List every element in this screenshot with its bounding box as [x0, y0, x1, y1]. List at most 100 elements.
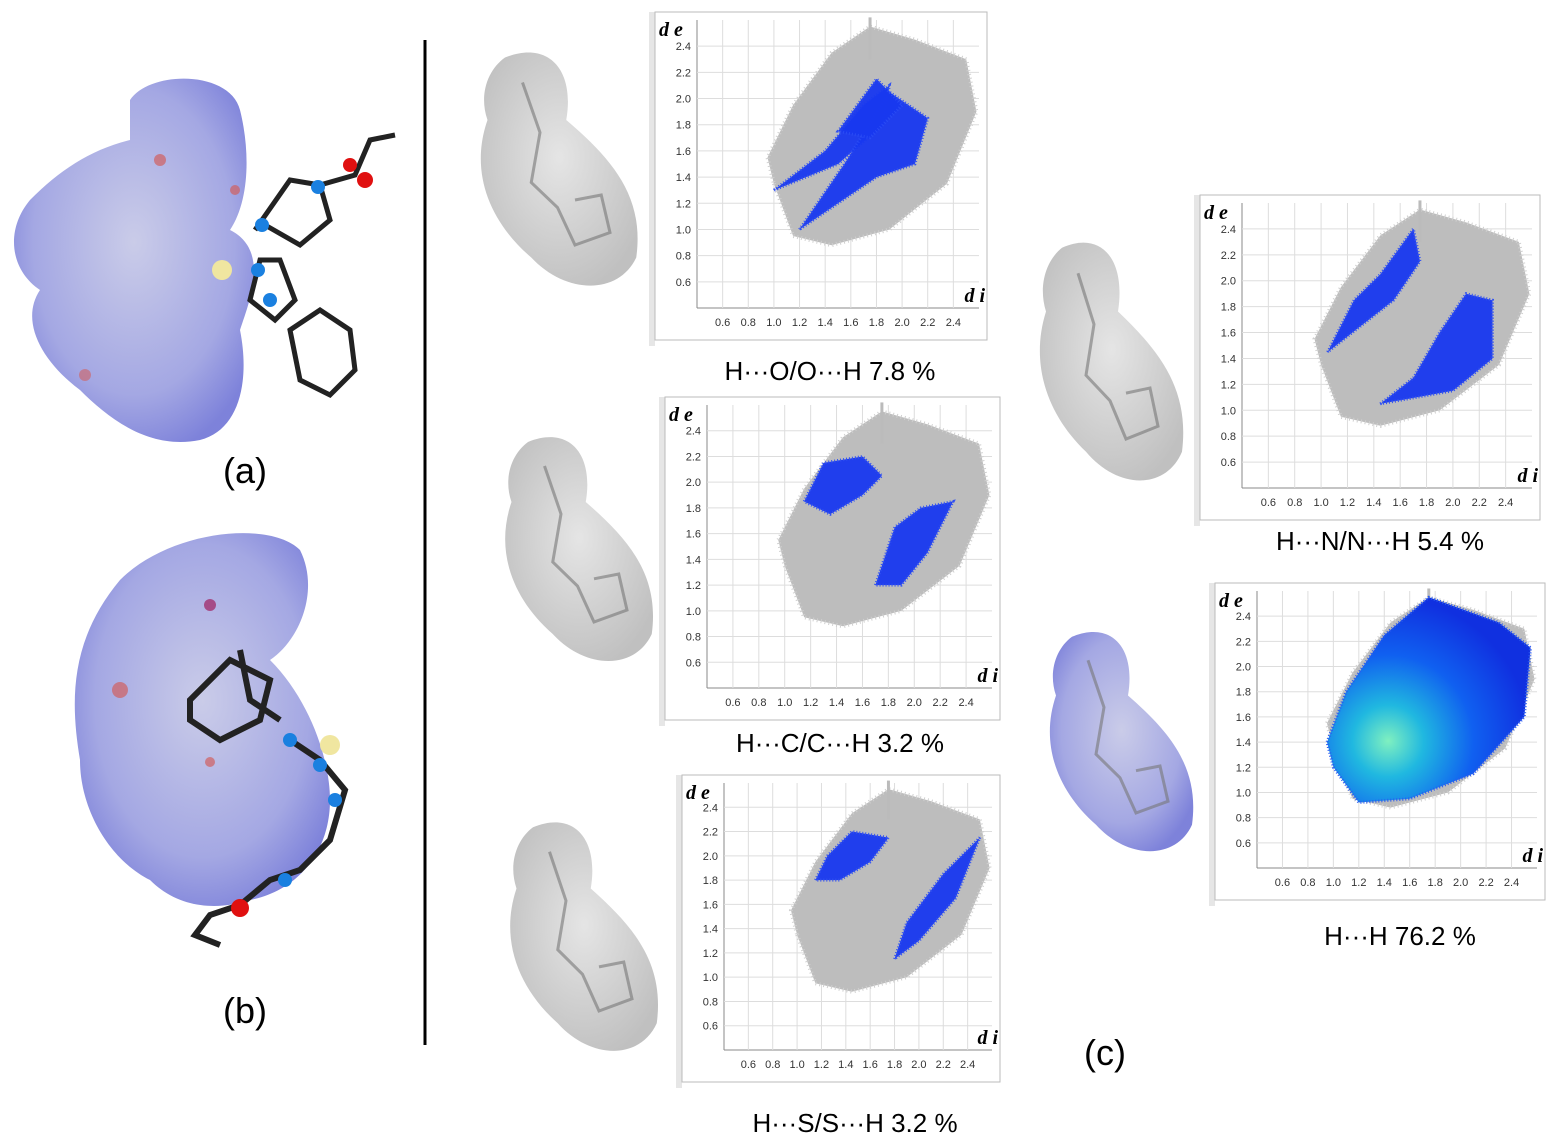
- y-tick-label: 1.0: [703, 972, 718, 984]
- molecule-surface: [1039, 242, 1184, 481]
- blue-cloud: [1326, 225, 1422, 354]
- panel-label: (a): [223, 450, 267, 491]
- blue-cloud: [1379, 291, 1494, 406]
- y-tick-label: 1.2: [1236, 762, 1251, 774]
- y-tick-label: 0.6: [703, 1021, 718, 1033]
- x-tick-label: 1.4: [829, 697, 844, 709]
- y-tick-label: 2.4: [676, 41, 691, 53]
- molecule-skeleton: [548, 851, 634, 1013]
- y-tick-label: 1.8: [1221, 302, 1236, 314]
- x-tick-label: 1.4: [1377, 877, 1392, 889]
- y-tick-label: 0.8: [1221, 431, 1236, 443]
- x-tick-label: 2.0: [911, 1059, 926, 1071]
- x-tick-label: 1.8: [1428, 877, 1443, 889]
- x-tick-label: 1.6: [863, 1059, 878, 1071]
- y-tick-label: 2.0: [686, 477, 701, 489]
- y-tick-label: 2.2: [676, 67, 691, 79]
- y-tick-label: 0.6: [676, 277, 691, 289]
- x-tick-label: 1.2: [1340, 497, 1355, 509]
- x-tick-label: 0.8: [751, 697, 766, 709]
- molecule-skeleton: [521, 82, 612, 247]
- molecule-surface: [1049, 632, 1194, 852]
- y-tick-label: 1.4: [703, 924, 718, 936]
- fingerprint-panel: 0.6 0.8 1.0 1.2 1.4 1.6 1.8 2.0 2.2 2.4 0.6 0.8 1.0 1…: [505, 396, 1001, 758]
- x-tick-label: 2.4: [960, 1059, 975, 1071]
- molecule-skeleton: [1076, 272, 1160, 441]
- y-tick-label: 0.8: [1236, 813, 1251, 825]
- plot-shadow: [676, 775, 682, 1088]
- x-tick-label: 0.8: [1287, 497, 1302, 509]
- x-tick-label: 1.8: [887, 1059, 902, 1071]
- x-tick-label: 2.2: [1472, 497, 1487, 509]
- fingerprint-plots: 0.6 0.8 1.0 1.2 1.4 1.6 1.8 2.0 2.2 2.4 0.6 0.8 1.0 1…: [480, 11, 1546, 1138]
- y-tick-label: 2.0: [1221, 276, 1236, 288]
- plot-shadow: [1209, 583, 1215, 906]
- blue-cloud: [873, 499, 956, 587]
- x-tick-label: 1.8: [1419, 497, 1434, 509]
- y-tick-label: 0.8: [703, 996, 718, 1008]
- fingerprint-panel: 0.6 0.8 1.0 1.2 1.4 1.6 1.8 2.0 2.2 2.4 0.6 0.8 1.0 1…: [480, 11, 988, 386]
- y-axis-label: d e: [1204, 202, 1228, 224]
- x-tick-label: 2.0: [907, 697, 922, 709]
- hh-cloud: [1325, 595, 1533, 805]
- y-tick-label: 1.8: [676, 120, 691, 132]
- fingerprint-panel: 0.6 0.8 1.0 1.2 1.4 1.6 1.8 2.0 2.2 2.4 0.6 0.8 1.0 1…: [1039, 194, 1541, 556]
- y-tick-label: 2.4: [686, 426, 701, 438]
- x-tick-label: 1.0: [777, 697, 792, 709]
- y-tick-label: 1.2: [676, 198, 691, 210]
- x-tick-label: 0.6: [715, 317, 730, 329]
- x-tick-label: 2.2: [933, 697, 948, 709]
- blue-cloud: [802, 454, 885, 517]
- y-tick-label: 1.4: [686, 554, 701, 566]
- x-tick-label: 2.0: [894, 317, 909, 329]
- x-axis-label: d i: [977, 1027, 998, 1049]
- x-tick-label: 1.0: [766, 317, 781, 329]
- blue-cloud: [812, 829, 892, 882]
- x-tick-label: 2.0: [1445, 497, 1460, 509]
- x-tick-label: 1.6: [1393, 497, 1408, 509]
- x-axis-label: d i: [977, 665, 998, 687]
- y-tick-label: 0.6: [1221, 457, 1236, 469]
- x-tick-label: 2.4: [958, 697, 973, 709]
- y-tick-label: 1.6: [703, 899, 718, 911]
- y-tick-label: 1.6: [1221, 328, 1236, 340]
- x-tick-label: 1.6: [1402, 877, 1417, 889]
- grey-cloud: [788, 786, 992, 994]
- x-tick-label: 1.0: [1326, 877, 1341, 889]
- y-tick-label: 2.0: [703, 851, 718, 863]
- molecule-surface: [505, 437, 654, 661]
- caption: H···C/C···H 3.2 %: [736, 728, 944, 758]
- caption: H···H 76.2 %: [1324, 921, 1476, 951]
- x-tick-label: 1.8: [881, 697, 896, 709]
- x-tick-label: 2.0: [1453, 877, 1468, 889]
- y-tick-label: 2.2: [1221, 250, 1236, 262]
- molecule-surface: [510, 822, 659, 1051]
- caption: H···N/N···H 5.4 %: [1276, 526, 1484, 556]
- x-tick-label: 1.2: [814, 1059, 829, 1071]
- y-axis-label: d e: [669, 404, 693, 426]
- x-tick-label: 2.4: [1504, 877, 1519, 889]
- y-tick-label: 1.4: [676, 172, 691, 184]
- y-tick-label: 1.8: [686, 503, 701, 515]
- molecule-surface: [480, 52, 638, 286]
- x-tick-label: 2.2: [936, 1059, 951, 1071]
- blue-cloud: [891, 836, 982, 964]
- y-tick-label: 1.6: [686, 529, 701, 541]
- blue-cloud: [798, 89, 930, 231]
- x-tick-label: 0.8: [1300, 877, 1315, 889]
- y-tick-label: 2.2: [1236, 636, 1251, 648]
- x-tick-label: 1.4: [838, 1059, 853, 1071]
- y-tick-label: 1.0: [1221, 405, 1236, 417]
- molecule-skeleton: [1086, 659, 1170, 815]
- surface-b: [74, 533, 349, 948]
- y-tick-label: 1.8: [1236, 687, 1251, 699]
- panel-label: (b): [223, 990, 267, 1031]
- x-tick-label: 1.0: [1313, 497, 1328, 509]
- y-tick-label: 1.0: [676, 224, 691, 236]
- x-tick-label: 1.4: [1366, 497, 1381, 509]
- x-tick-label: 0.8: [765, 1059, 780, 1071]
- y-tick-label: 1.2: [703, 948, 718, 960]
- molecule-skeleton: [543, 465, 629, 624]
- y-tick-label: 1.6: [1236, 712, 1251, 724]
